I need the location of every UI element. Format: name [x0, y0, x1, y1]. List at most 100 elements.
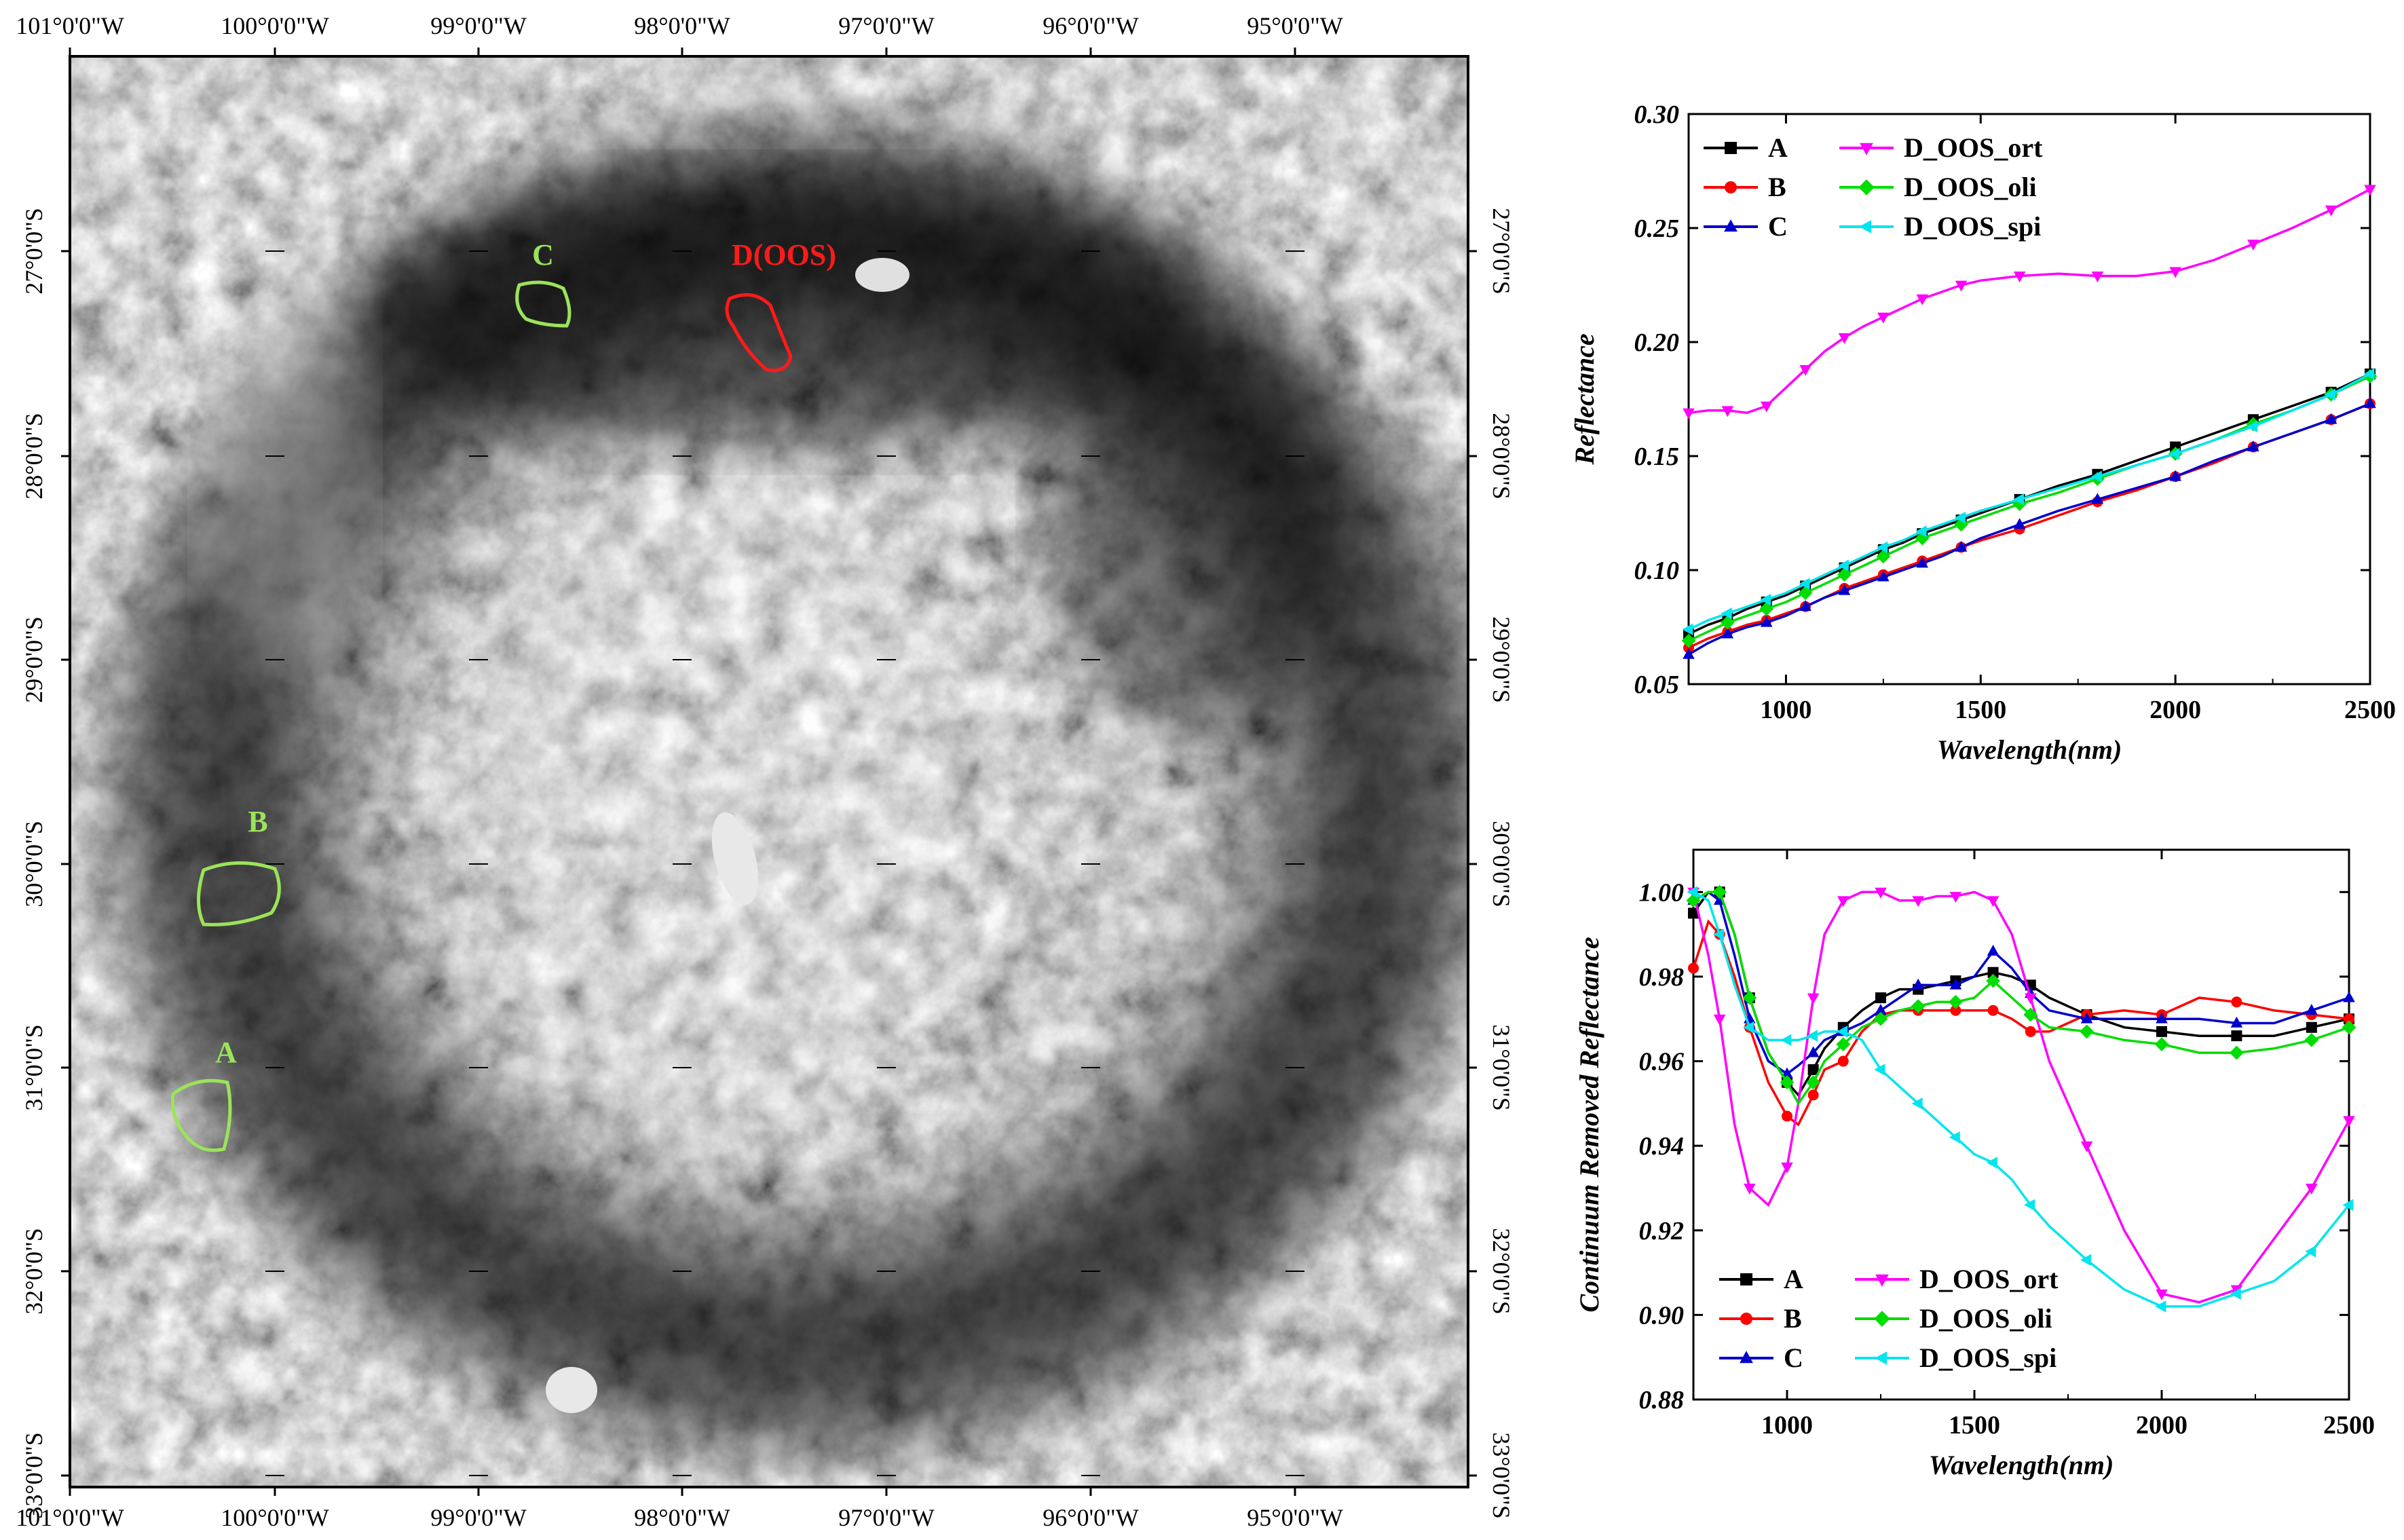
chart-point	[1860, 143, 1873, 155]
continuum-removed-chart: 1000 1500 2000 2500 0.88 0.90 0.92 0.94 0.96 0.98…	[1574, 848, 2375, 1480]
legend-label: D_OOS_ort	[1919, 1264, 2059, 1294]
map-region-label: A	[215, 1036, 237, 1069]
x-tick-label: 2500	[2344, 696, 2396, 724]
chart-point	[2080, 1141, 2093, 1152]
chart-point	[1875, 887, 1887, 899]
map-lon-label-bottom: 95°0'0"W	[1247, 1504, 1343, 1531]
y-tick-label: 0.15	[1634, 443, 1680, 471]
chart-point	[2080, 1254, 2091, 1266]
chart-point	[1807, 1064, 1819, 1075]
chart-point	[1721, 607, 1732, 620]
chart-point	[1799, 600, 1811, 612]
chart-point	[2344, 1013, 2354, 1025]
map-bright-center	[462, 448, 977, 1154]
chart-point	[2247, 420, 2258, 433]
chart-point	[1740, 1273, 1752, 1285]
chart-point	[1760, 593, 1771, 606]
chart-point	[1875, 1351, 1887, 1365]
map-lon-label-bottom: 99°0'0"W	[430, 1504, 527, 1531]
series-line	[1692, 890, 2350, 1304]
chart-point	[1859, 220, 1872, 233]
chart-point	[2156, 1289, 2168, 1300]
y-tick-label: 0.25	[1634, 214, 1680, 243]
map-regions: A B C D(OOS)	[170, 238, 836, 1152]
legend-label: C	[1784, 1342, 1803, 1373]
map-lon-label-bottom: 101°0'0"W	[16, 1504, 124, 1531]
legend-label: A	[1768, 132, 1788, 163]
map-lon-label-top: 98°0'0"W	[634, 12, 730, 39]
y-axis-label: Reflectance	[1569, 333, 1600, 465]
series-line	[1692, 919, 2350, 1127]
chart-point	[1798, 586, 1813, 600]
chart-point	[2342, 1199, 2354, 1212]
chart-point	[1838, 333, 1851, 344]
chart-point	[1686, 893, 1701, 908]
chart-point	[1807, 993, 1820, 1004]
chart-point	[2168, 447, 2180, 460]
map-lat-label-right: 32°0'0"S	[1488, 1228, 1515, 1315]
y-tick-label: 0.96	[1639, 1048, 1685, 1076]
series-line	[1693, 890, 2350, 1076]
map-lon-label-top: 101°0'0"W	[16, 12, 124, 39]
chart-point	[1724, 219, 1738, 232]
chart-point	[1877, 312, 1890, 324]
chart-point	[1837, 567, 1852, 582]
legend-label: B	[1784, 1303, 1802, 1334]
chart-point	[2025, 993, 2037, 1004]
map-lon-label-top: 96°0'0"W	[1043, 12, 1139, 39]
chart-point	[1836, 1037, 1851, 1052]
chart-point	[1874, 1311, 1890, 1327]
chart-point	[1713, 1014, 1726, 1026]
chart-point	[1858, 179, 1875, 195]
map-lon-label-bottom: 97°0'0"W	[838, 1504, 935, 1531]
chart-point	[2306, 1004, 2318, 1015]
x-tick-label: 1500	[1949, 1411, 2000, 1440]
x-axis-label: Wavelength(nm)	[1929, 1450, 2114, 1480]
chart-point	[2230, 1016, 2243, 1028]
chart-point	[1740, 1313, 1752, 1325]
map-lon-label-bottom: 96°0'0"W	[1043, 1504, 1139, 1531]
map-lat-label-right: 33°0'0"S	[1488, 1432, 1515, 1519]
legend-label: D_OOS_oli	[1919, 1303, 2052, 1334]
chart-point	[1912, 978, 1924, 990]
map-lon-label-bottom: 98°0'0"W	[634, 1504, 730, 1531]
y-tick-label: 0.05	[1634, 671, 1680, 699]
map-lon-label-top: 97°0'0"W	[838, 12, 935, 39]
chart-point	[1807, 1030, 1818, 1042]
chart-point	[1744, 1184, 1756, 1195]
x-tick-label: 2000	[2136, 1411, 2187, 1440]
map-lon-label-top: 95°0'0"W	[1247, 12, 1343, 39]
chart-point	[2247, 240, 2259, 251]
chart-point	[1759, 601, 1774, 616]
chart-point	[1682, 623, 1693, 636]
chart-point	[1950, 1004, 1961, 1016]
y-tick-label: 0.94	[1639, 1132, 1685, 1161]
chart-point	[2364, 397, 2376, 409]
chart-point	[2155, 1300, 2166, 1313]
chart-point	[1877, 570, 1890, 582]
chart-point	[1987, 944, 1999, 956]
chart-point	[1712, 884, 1727, 899]
chart-point	[1683, 408, 1695, 419]
chart-point	[1799, 364, 1811, 376]
map-crater-center	[711, 812, 759, 905]
chart-point	[1760, 616, 1773, 627]
chart-point	[2024, 1199, 2035, 1212]
map-lat-label-left: 27°0'0"S	[20, 208, 48, 295]
x-tick-label: 1000	[1760, 696, 1811, 724]
chart-point	[1949, 978, 1962, 990]
chart-point	[2156, 1026, 2167, 1037]
chart-point	[2091, 493, 2104, 504]
chart-point	[2343, 1116, 2355, 1127]
chart-point	[2156, 1012, 2168, 1023]
map-region-label: C	[532, 238, 554, 271]
map-lat-label-left: 31°0'0"S	[20, 1024, 48, 1111]
map-lat-label-left: 30°0'0"S	[20, 821, 48, 907]
chart-point	[1949, 892, 1962, 903]
chart-point	[2169, 470, 2181, 481]
map-lat-label-left: 32°0'0"S	[20, 1228, 48, 1315]
chart-point	[1987, 1157, 1997, 1169]
chart-point	[1911, 999, 1926, 1013]
chart-point	[2306, 1184, 2318, 1195]
map-dark-northeast	[1045, 326, 1344, 733]
